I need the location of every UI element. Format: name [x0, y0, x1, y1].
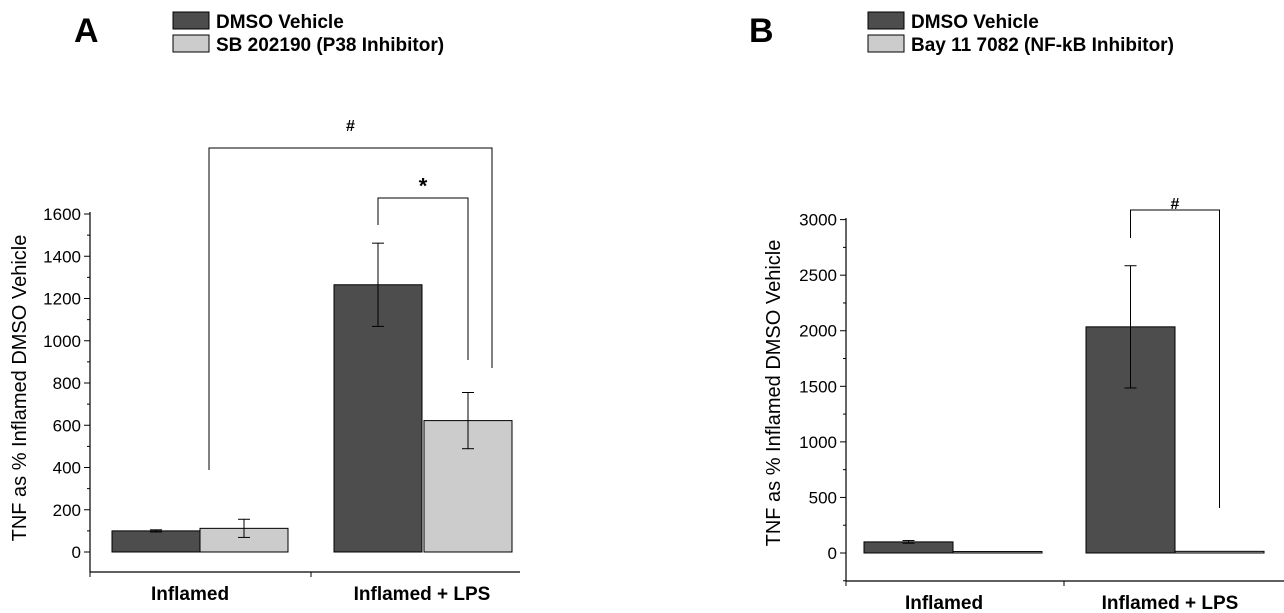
panel-a-significance-bracket	[208, 147, 493, 470]
panel-b-y-tick-label-500: 500	[809, 488, 837, 507]
panel-a: A DMSO Vehicle SB 202190 (P38 Inhibitor)…	[9, 11, 520, 605]
panel-b-y-axis-label: TNF as % Inflamed DMSO Vehicle	[763, 240, 785, 547]
panel-a-y-tick-label-1000: 1000	[43, 332, 81, 351]
panel-a-legend: DMSO Vehicle SB 202190 (P38 Inhibitor)	[172, 11, 444, 56]
panel-b-x-category-inflamed-lps: Inflamed + LPS	[1102, 593, 1239, 613]
panel-b-y-tick-label-3000: 3000	[799, 211, 837, 230]
panel-a-y-tick-label-600: 600	[53, 416, 81, 435]
panel-a-x-category-inflamed-lps: Inflamed + LPS	[354, 584, 491, 605]
panel-b-legend: DMSO Vehicle Bay 11 7082 (NF-kB Inhibito…	[867, 11, 1174, 56]
panel-a-y-tick-label-0: 0	[72, 543, 81, 562]
panel-b-x-category-inflamed: Inflamed	[905, 593, 983, 613]
panel-b-letter: B	[749, 12, 774, 50]
panel-b-y-tick-label-1500: 1500	[799, 377, 837, 396]
legend-swatch-dmso-vehicle	[172, 11, 210, 30]
panel-a-bar-inflamed-lps-dmso-vehicle	[333, 284, 423, 553]
legend-label-sb-202190: SB 202190 (P38 Inhibitor)	[216, 35, 444, 56]
panel-b-bar-inflamed-lps-bay-11-7082-nf-kb-inhibitor	[1174, 550, 1265, 554]
panel-b-y-tick-label-2000: 2000	[799, 322, 837, 341]
legend-label-dmso-vehicle: DMSO Vehicle	[216, 12, 344, 33]
panel-a-plot: 0 200 400 600 800 1000 1200 1400 1600 Inflamed Inf…	[43, 118, 520, 605]
legend-swatch-sb-202190	[172, 34, 210, 53]
panel-b-y-tick-label-0: 0	[828, 544, 837, 563]
panel-b-y-tick-label-1000: 1000	[799, 433, 837, 452]
legend-label-dmso-vehicle-b: DMSO Vehicle	[911, 12, 1039, 33]
panel-a-y-tick-label-1200: 1200	[43, 290, 81, 309]
panel-a-significance-bracket	[377, 197, 469, 360]
panel-a-bar-inflamed-dmso-vehicle	[111, 530, 201, 553]
panel-b-plot: 0 500 1000 1500 2000 2500 3000 Inflamed Inflamed…	[799, 196, 1284, 613]
panel-a-y-tick-label-800: 800	[53, 374, 81, 393]
legend-swatch-dmso-vehicle-b	[867, 11, 905, 30]
panel-a-significance-mark: *	[419, 173, 428, 198]
legend-label-bay-11-7082: Bay 11 7082 (NF-kB Inhibitor)	[911, 35, 1174, 56]
panel-a-y-tick-label-1400: 1400	[43, 247, 81, 266]
panel-a-y-axis-label: TNF as % Inflamed DMSO Vehicle	[9, 235, 31, 542]
panel-b-y-tick-label-2500: 2500	[799, 266, 837, 285]
panel-a-letter: A	[74, 12, 99, 50]
panel-a-y-tick-label-1600: 1600	[43, 205, 81, 224]
panel-a-y-tick-label-200: 200	[53, 501, 81, 520]
panel-b: B DMSO Vehicle Bay 11 7082 (NF-kB Inhibi…	[749, 11, 1284, 613]
panel-a-significance-mark: #	[346, 118, 355, 135]
panel-b-significance-bracket	[1130, 209, 1220, 508]
panel-a-y-tick-label-400: 400	[53, 459, 81, 478]
legend-swatch-bay-11-7082	[867, 34, 905, 53]
panel-b-bar-inflamed-bay-11-7082-nf-kb-inhibitor	[952, 551, 1043, 554]
panel-b-significance-mark: #	[1171, 196, 1180, 213]
panel-a-x-category-inflamed: Inflamed	[151, 584, 229, 605]
